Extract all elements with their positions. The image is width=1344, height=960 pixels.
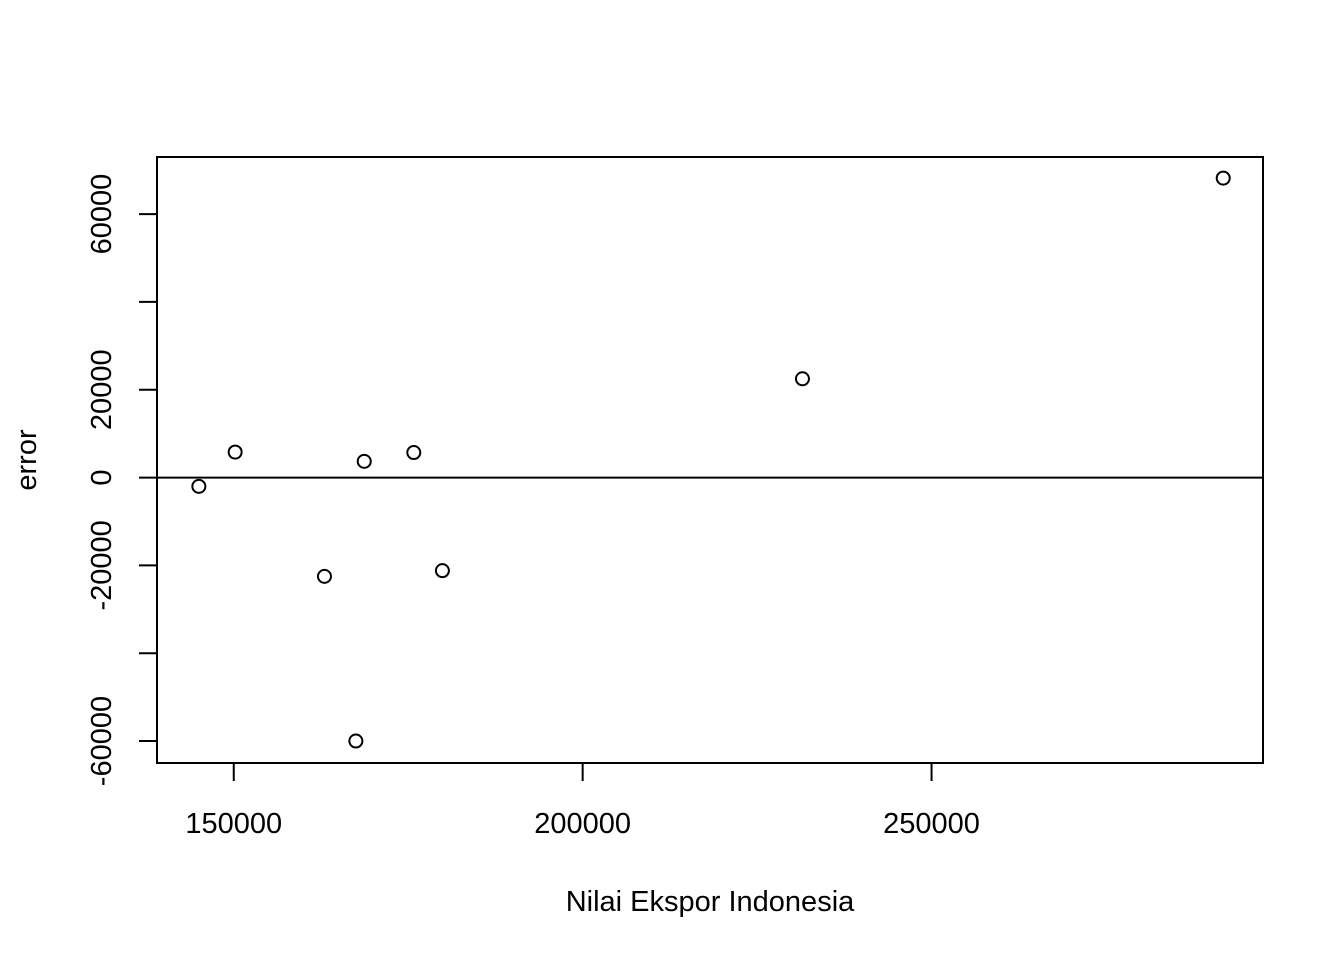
y-tick-label: 20000 — [86, 349, 118, 430]
x-tick-label: 150000 — [185, 808, 282, 840]
x-tick-label: 250000 — [883, 808, 980, 840]
y-tick-label: -60000 — [86, 696, 118, 786]
y-tick-label: 60000 — [86, 174, 118, 255]
data-point — [1215, 170, 1231, 186]
data-points — [191, 170, 1231, 749]
y-tick-label: -20000 — [86, 520, 118, 610]
data-point — [356, 453, 372, 469]
data-point — [191, 478, 207, 494]
x-axis-label: Nilai Ekspor Indonesia — [566, 886, 855, 918]
data-point — [406, 445, 422, 461]
data-point — [794, 371, 810, 387]
data-point — [434, 563, 450, 579]
data-point — [227, 444, 243, 460]
plot-frame — [156, 156, 1264, 764]
x-tick-label: 200000 — [534, 808, 631, 840]
data-point — [348, 733, 364, 749]
data-point — [316, 568, 332, 584]
y-axis: -60000 -20000 0 20000 60000 — [86, 174, 158, 786]
y-tick-label: 0 — [86, 469, 118, 485]
x-axis: 150000 200000 250000 — [185, 762, 980, 840]
y-axis-label: error — [11, 429, 43, 491]
